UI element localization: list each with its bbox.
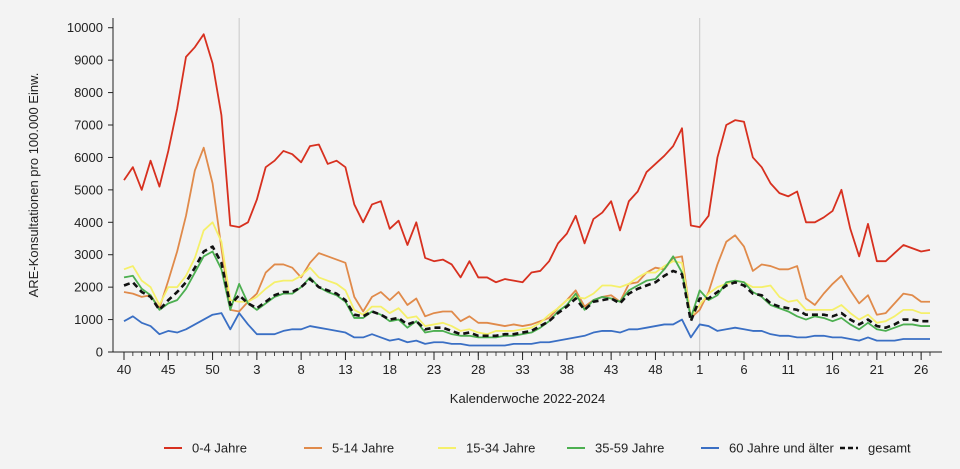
x-tick-label: 48 — [648, 362, 662, 377]
x-tick-label: 40 — [117, 362, 131, 377]
y-tick-label: 7000 — [74, 118, 103, 133]
legend: 0-4 Jahre 5-14 Jahre 15-34 Jahre 35-59 Jahr… — [164, 441, 911, 456]
legend-label-3: 35-59 Jahre — [595, 441, 664, 456]
series-line-2 — [123, 221, 930, 336]
x-tick-label: 13 — [338, 362, 352, 377]
x-tick-label: 6 — [740, 362, 747, 377]
x-tick-label: 50 — [205, 362, 219, 377]
y-tick-label: 0 — [96, 345, 103, 360]
y-tick-label: 2000 — [74, 280, 103, 295]
series-line-5 — [123, 245, 930, 338]
x-tick-label: 16 — [825, 362, 839, 377]
x-tick-label: 28 — [471, 362, 485, 377]
y-tick-label: 4000 — [74, 215, 103, 230]
y-tick-label: 5000 — [74, 182, 103, 197]
legend-label-4: 60 Jahre und älter — [729, 441, 834, 456]
series-lines — [123, 33, 931, 347]
axes: 0 1000 2000 3000 4000 5000 6000 7000 8000 9000 100… — [67, 18, 942, 377]
year-separators — [238, 18, 701, 352]
x-tick-label: 21 — [870, 362, 884, 377]
y-tick-label: 9000 — [74, 53, 103, 68]
x-tick-label: 43 — [604, 362, 618, 377]
legend-label-2: 15-34 Jahre — [466, 441, 535, 456]
x-tick-label: 38 — [560, 362, 574, 377]
legend-label-0: 0-4 Jahre — [192, 441, 247, 456]
x-tick-label: 45 — [161, 362, 175, 377]
y-tick-label: 8000 — [74, 85, 103, 100]
y-tick-label: 3000 — [74, 247, 103, 262]
x-tick-label: 3 — [253, 362, 260, 377]
legend-label-5: gesamt — [868, 441, 911, 456]
series-line-1 — [123, 146, 930, 327]
y-tick-label: 1000 — [74, 312, 103, 327]
series-line-0 — [123, 33, 931, 284]
series-line-4 — [123, 312, 930, 347]
y-axis-title: ARE-Konsultationen pro 100.000 Einw. — [26, 73, 41, 298]
y-tick-label: 10000 — [67, 20, 103, 35]
legend-label-1: 5-14 Jahre — [332, 441, 394, 456]
y-tick-label: 6000 — [74, 150, 103, 165]
x-tick-label: 26 — [914, 362, 928, 377]
x-tick-label: 33 — [515, 362, 529, 377]
x-tick-label: 8 — [298, 362, 305, 377]
x-tick-label: 18 — [382, 362, 396, 377]
series-line-3 — [123, 250, 930, 339]
x-axis-title: Kalenderwoche 2022-2024 — [450, 391, 605, 406]
x-tick-label: 1 — [696, 362, 703, 377]
x-tick-label: 23 — [427, 362, 441, 377]
x-tick-label: 11 — [782, 362, 796, 377]
